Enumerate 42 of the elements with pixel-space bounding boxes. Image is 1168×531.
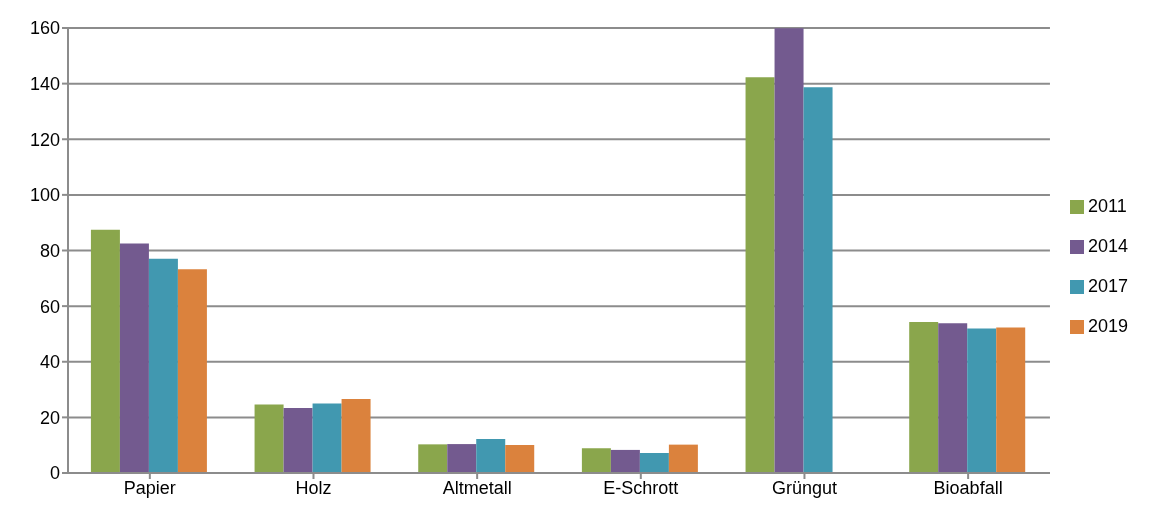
bar: [148, 258, 178, 473]
bar: [177, 269, 207, 473]
y-tick-label: 120: [29, 129, 60, 150]
bar: [745, 77, 775, 473]
bar: [283, 407, 313, 473]
y-tick-label: 140: [29, 74, 60, 95]
legend-label: 2014: [1087, 235, 1128, 256]
bar: [581, 448, 611, 473]
y-tick-label: 40: [39, 352, 60, 373]
bar: [341, 399, 371, 473]
y-tick-label: 60: [39, 296, 60, 317]
bar: [967, 328, 997, 473]
legend-label: 2019: [1087, 315, 1128, 336]
y-tick-label: 100: [29, 185, 60, 206]
legend-label: 2017: [1087, 275, 1128, 296]
bar: [119, 243, 149, 473]
x-tick-label: E-Schrott: [603, 477, 679, 498]
bar: [90, 229, 120, 473]
y-tick-label: 0: [49, 463, 60, 484]
bar: [476, 439, 506, 473]
bar: [996, 327, 1026, 473]
y-tick-label: 80: [39, 240, 60, 261]
bar: [610, 449, 640, 473]
bar: [668, 444, 698, 473]
bar: [418, 444, 448, 473]
bar: [447, 444, 477, 473]
x-tick-label: Holz: [295, 477, 332, 498]
bar: [254, 404, 284, 473]
bar: [909, 321, 939, 473]
bar: [505, 444, 535, 473]
bar: [774, 28, 804, 473]
x-tick-label: Grüngut: [771, 477, 837, 498]
bar: [312, 403, 342, 473]
legend-label: 2011: [1087, 195, 1127, 216]
x-tick-label: Papier: [123, 477, 176, 498]
y-tick-label: 160: [29, 18, 60, 39]
bar: [639, 452, 669, 473]
x-tick-label: Altmetall: [442, 477, 512, 498]
y-tick-label: 20: [39, 407, 60, 428]
bar: [803, 87, 833, 473]
bar: [938, 323, 968, 473]
x-tick-label: Bioabfall: [933, 477, 1003, 498]
